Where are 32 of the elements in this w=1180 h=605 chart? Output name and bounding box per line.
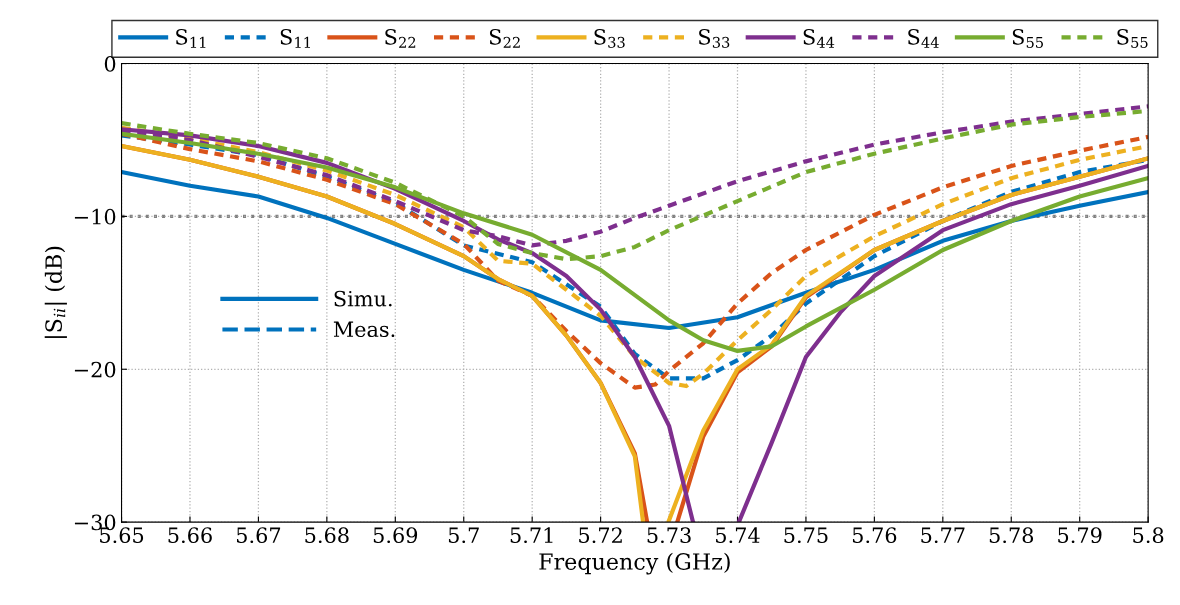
x-tick-label: 5.72: [579, 527, 622, 544]
legend-label: S$_{33}$: [594, 28, 625, 48]
y-tick-label: −20: [74, 361, 116, 378]
y-axis-title: |S$_{ii}$| (dB): [44, 246, 67, 338]
x-tick-label: 5.67: [237, 527, 281, 544]
x-tick-label: 5.7: [448, 527, 479, 544]
x-tick-label: 5.8: [1133, 527, 1164, 544]
legend-label: S$_{22}$: [385, 28, 416, 48]
y-tick-label: −10: [74, 208, 116, 225]
x-tick-label: 5.76: [852, 527, 897, 544]
legend-label: S$_{33}$: [699, 28, 730, 48]
annotation: Simu.: [334, 290, 392, 307]
x-tick-label: 5.66: [168, 527, 212, 544]
x-tick-label: 5.73: [647, 527, 691, 544]
x-tick-label: 5.77: [921, 527, 965, 544]
y-tick-label: 0: [104, 55, 116, 72]
legend-label: S$_{44}$: [803, 28, 835, 48]
x-tick-label: 5.75: [784, 527, 828, 544]
x-tick-label: 5.79: [1058, 527, 1102, 544]
legend-label: S$_{22}$: [489, 28, 520, 48]
x-tick-label: 5.71: [510, 527, 553, 544]
annotation: Meas.: [333, 321, 395, 338]
x-tick-label: 5.78: [989, 527, 1034, 544]
legend-label: S$_{44}$: [908, 28, 939, 48]
x-tick-label: 5.69: [373, 527, 418, 544]
legend-label: S$_{11}$: [280, 28, 310, 48]
x-tick-label: 5.68: [305, 527, 349, 544]
legend-label: S$_{11}$: [176, 28, 206, 48]
legend-label: S$_{55}$: [1012, 28, 1043, 48]
x-axis-title: Frequency (GHz): [539, 552, 730, 575]
x-tick-label: 5.74: [716, 527, 760, 544]
legend-label: S$_{55}$: [1117, 28, 1148, 48]
